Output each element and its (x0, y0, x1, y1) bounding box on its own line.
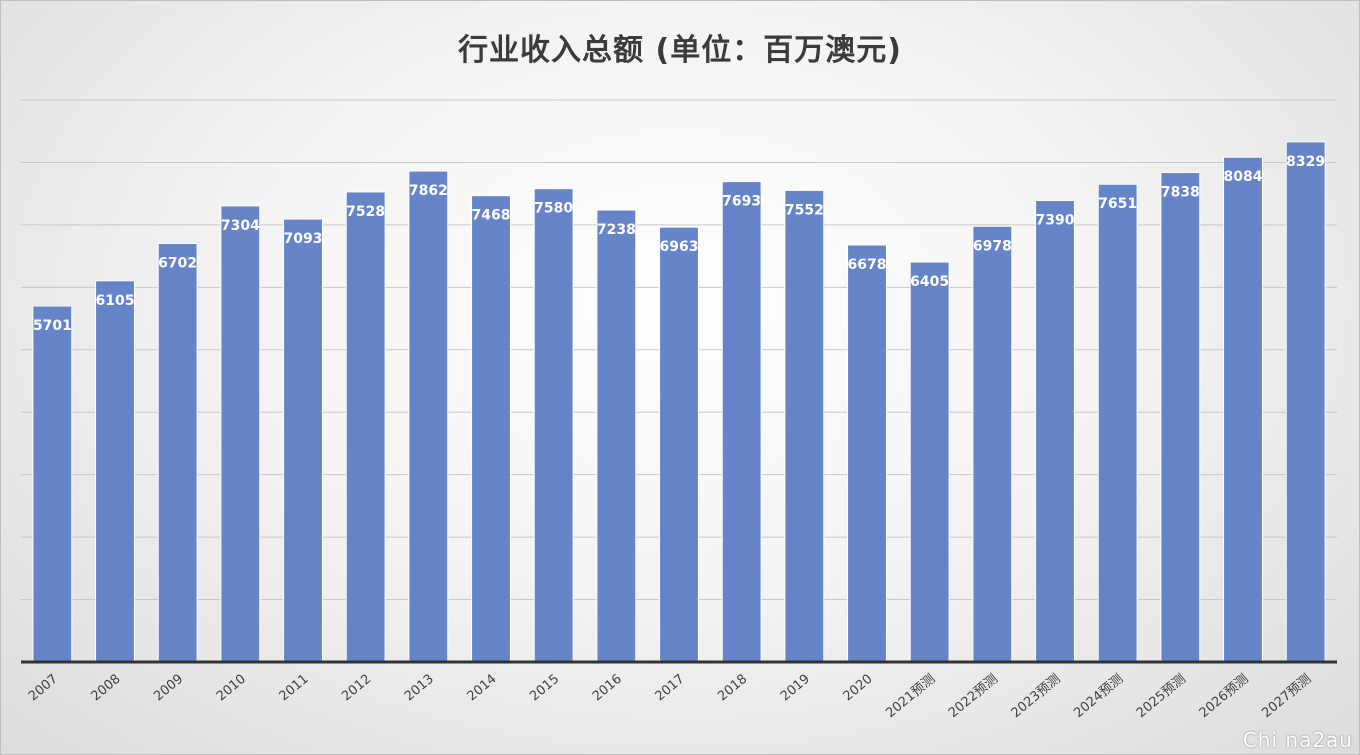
data-label: 7304 (221, 218, 260, 234)
data-label: 6702 (158, 255, 197, 271)
data-label: 7862 (409, 183, 448, 199)
bar-2007 (32, 305, 73, 663)
bar-2024预测 (1097, 183, 1138, 663)
data-label: 7838 (1161, 185, 1200, 201)
bar-2020 (847, 244, 887, 663)
bar-2023预测 (1035, 200, 1075, 663)
bar-2019 (784, 189, 825, 663)
x-tick-labels: 2007 2008 2009 2010 2011 2012 2013 2014 2015 2016… (26, 672, 1314, 721)
bar-2012 (345, 191, 386, 663)
bar-2026预测 (1223, 156, 1263, 663)
data-label: 7552 (785, 202, 824, 218)
data-label: 6405 (910, 274, 949, 290)
x-tick-label: 2008 (89, 672, 124, 705)
x-tick-label: 2012 (339, 672, 374, 705)
x-tick-label: 2016 (590, 672, 625, 705)
x-tick-label: 2027预测 (1259, 672, 1314, 721)
x-tick-label: 2011 (277, 672, 312, 705)
data-label: 8329 (1286, 154, 1325, 170)
data-label: 6978 (973, 238, 1012, 254)
data-label: 7693 (722, 194, 761, 210)
bar-2021预测 (909, 261, 950, 663)
x-tick-label: 2013 (402, 672, 437, 705)
bar-2016 (596, 209, 637, 663)
bar-2014 (471, 195, 511, 663)
x-tick-label: 2007 (26, 672, 61, 705)
x-tick-label: 2021预测 (883, 672, 938, 721)
chart-title: 行业收入总额 (单位：百万澳元) (458, 33, 902, 68)
data-label: 7390 (1036, 213, 1075, 229)
x-tick-label: 2020 (841, 672, 876, 705)
bar-2010 (220, 205, 261, 663)
x-tick-label: 2014 (465, 672, 500, 705)
x-tick-label: 2010 (214, 672, 249, 705)
x-tick-label: 2018 (715, 672, 750, 705)
data-label: 7238 (597, 222, 636, 238)
bar-2015 (533, 188, 574, 663)
data-label: 8084 (1224, 169, 1263, 185)
data-label: 7651 (1098, 196, 1137, 212)
bar-2027预测 (1285, 141, 1326, 663)
x-tick-label: 2019 (778, 672, 813, 705)
x-tick-label: 2025预测 (1134, 672, 1189, 721)
data-label: 6105 (96, 293, 135, 309)
bar-2008 (95, 280, 135, 663)
bar-2022预测 (972, 225, 1013, 663)
x-tick-label: 2015 (527, 672, 562, 705)
bar-2009 (157, 242, 198, 663)
x-tick-label: 2024预测 (1071, 672, 1126, 721)
x-tick-label: 2009 (151, 672, 186, 705)
data-label: 5701 (33, 318, 72, 334)
data-label: 7580 (534, 201, 573, 217)
bar-2025预测 (1160, 172, 1201, 663)
bar-2013 (408, 170, 449, 663)
x-tick-label: 2022预测 (946, 672, 1001, 721)
data-labels: 5701 6105 6702 7304 7093 7528 7862 7468 7580 7238… (33, 154, 1325, 334)
bar-2018 (721, 181, 762, 663)
x-tick-label: 2026预测 (1197, 672, 1252, 721)
data-label: 7093 (284, 231, 323, 247)
data-label: 6963 (660, 239, 699, 255)
bars (32, 141, 1326, 663)
bar-2011 (283, 218, 323, 663)
x-tick-label: 2023预测 (1009, 672, 1064, 721)
x-tick-label: 2017 (653, 672, 688, 705)
bar-2017 (659, 226, 699, 663)
data-label: 7528 (346, 204, 385, 220)
data-label: 7468 (472, 208, 511, 224)
watermark-text: Chi na2au (1242, 728, 1353, 752)
data-label: 6678 (848, 257, 887, 273)
